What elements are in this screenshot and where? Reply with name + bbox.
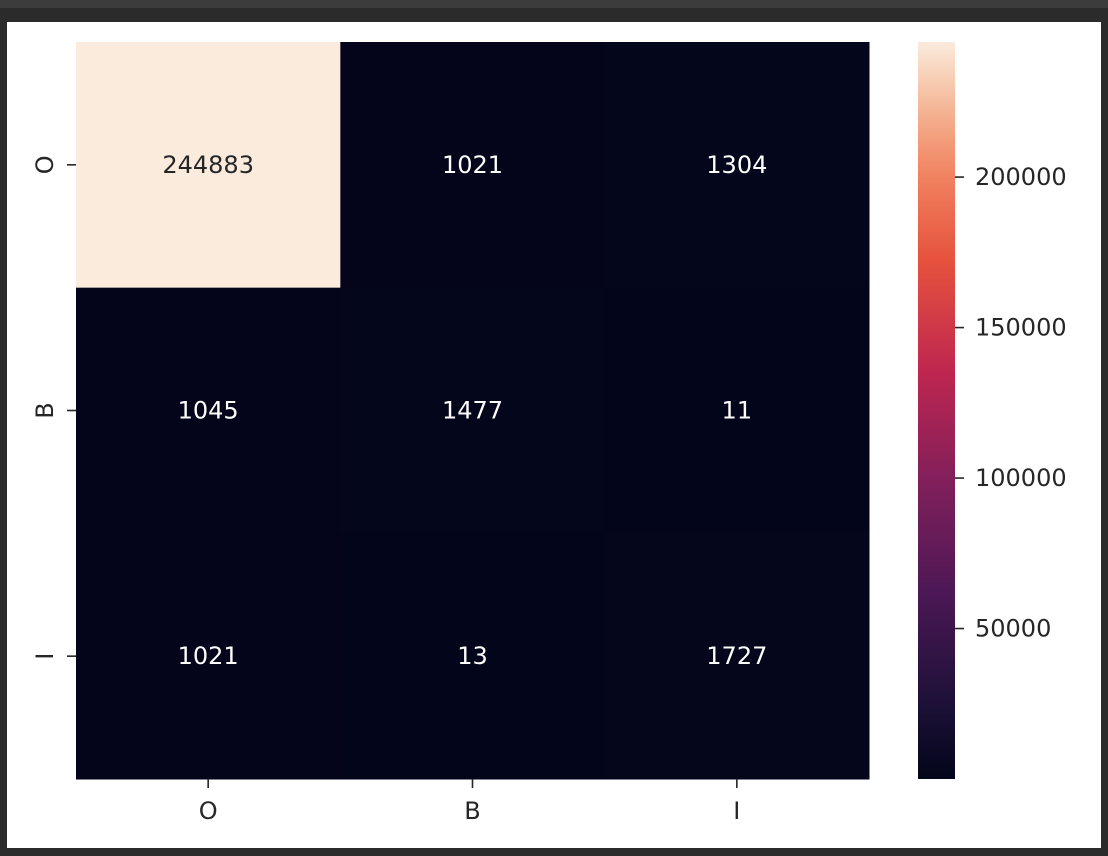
cell-value-label: 1727 bbox=[706, 642, 767, 670]
window-top-strip bbox=[0, 0, 1108, 8]
heatmap-cell bbox=[76, 533, 341, 780]
heatmap-cell bbox=[604, 42, 870, 289]
cell-value-label: 1021 bbox=[442, 151, 503, 179]
heatmap-cell bbox=[604, 533, 870, 780]
figure-canvas: 244883 1021 1304 1045 1477 11 1021 13 1727 O B I O… bbox=[7, 22, 1101, 848]
heatmap-annotations: 244883 1021 1304 1045 1477 11 1021 13 1727 bbox=[162, 151, 767, 670]
colorbar-tick-label: 200000 bbox=[975, 163, 1067, 191]
y-tick-label: B bbox=[31, 402, 59, 418]
x-tick-label: I bbox=[733, 797, 740, 825]
cell-value-label: 1304 bbox=[706, 151, 767, 179]
colorbar-gradient bbox=[918, 42, 955, 779]
cell-value-label: 1045 bbox=[178, 397, 239, 425]
y-tick-label: O bbox=[31, 155, 59, 174]
heatmap-cells bbox=[76, 42, 870, 780]
heatmap-cell bbox=[604, 287, 870, 534]
cell-value-label: 11 bbox=[722, 397, 753, 425]
heatmap-cell bbox=[340, 533, 606, 780]
y-tick-label: I bbox=[31, 653, 59, 660]
x-tick-label: O bbox=[199, 797, 218, 825]
cell-value-label: 1477 bbox=[442, 397, 503, 425]
x-tick-label: B bbox=[464, 797, 480, 825]
colorbar-tick-label: 100000 bbox=[975, 464, 1067, 492]
cell-value-label: 244883 bbox=[162, 151, 254, 179]
cell-value-label: 1021 bbox=[178, 642, 239, 670]
heatmap-cell bbox=[76, 287, 341, 534]
heatmap-cell bbox=[340, 287, 606, 534]
colorbar: 50000 100000 150000 200000 bbox=[918, 42, 1067, 779]
heatmap-cell bbox=[76, 42, 341, 289]
heatmap-cell bbox=[340, 42, 606, 289]
colorbar-tick-label: 150000 bbox=[975, 314, 1067, 342]
cell-value-label: 13 bbox=[457, 642, 488, 670]
confusion-matrix-heatmap: 244883 1021 1304 1045 1477 11 1021 13 1727 O B I O… bbox=[31, 42, 1067, 825]
colorbar-tick-label: 50000 bbox=[975, 615, 1051, 643]
y-axis: O B I bbox=[31, 155, 76, 660]
